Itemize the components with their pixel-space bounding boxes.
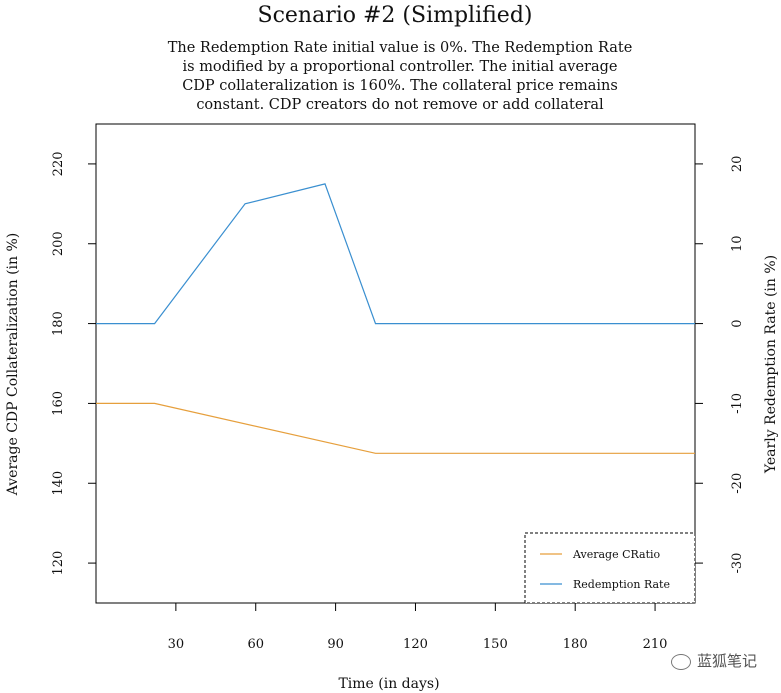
y-right-tick-label: -30 xyxy=(730,553,745,574)
watermark: 蓝狐笔记 xyxy=(670,650,757,671)
y-right-tick-label: -20 xyxy=(730,473,745,494)
x-tick-label: 210 xyxy=(643,637,668,652)
y-left-tick-label: 180 xyxy=(51,311,66,336)
y-left-tick-label: 120 xyxy=(51,551,66,576)
y-left-tick-label: 220 xyxy=(51,152,66,177)
chart-subtitle-line: The Redemption Rate initial value is 0%.… xyxy=(168,40,633,56)
chart-subtitle-line: CDP collateralization is 160%. The colla… xyxy=(182,78,618,94)
x-axis-label: Time (in days) xyxy=(338,676,439,692)
y-right-axis-label: Yearly Redemption Rate (in %) xyxy=(763,255,779,474)
x-tick-label: 150 xyxy=(483,637,508,652)
y-left-tick-label: 160 xyxy=(51,391,66,416)
series-line-redemption-rate xyxy=(96,183,695,325)
y-left-tick-label: 140 xyxy=(51,471,66,496)
y-left-tick-label: 200 xyxy=(51,231,66,256)
y-right-tick-label: 20 xyxy=(730,156,745,173)
watermark-text: 蓝狐笔记 xyxy=(696,652,757,670)
legend-box xyxy=(524,532,696,604)
chart-subtitle-line: is modified by a proportional controller… xyxy=(183,59,618,75)
plot-frame xyxy=(95,123,696,604)
x-tick-label: 30 xyxy=(168,637,185,652)
x-tick-label: 120 xyxy=(403,637,428,652)
wechat-icon xyxy=(670,653,691,670)
y-right-tick-label: 10 xyxy=(730,235,745,252)
x-tick-label: 60 xyxy=(247,637,264,652)
x-tick-label: 90 xyxy=(327,637,344,652)
y-right-tick-label: -10 xyxy=(730,393,745,414)
chart-subtitle-line: constant. CDP creators do not remove or … xyxy=(196,97,604,113)
y-left-axis-label: Average CDP Collateralization (in %) xyxy=(5,233,21,497)
series-line-average-cratio xyxy=(96,402,695,454)
chart-title: Scenario #2 (Simplified) xyxy=(258,3,533,28)
y-right-tick-label: 0 xyxy=(730,319,745,327)
legend-label: Redemption Rate xyxy=(573,578,670,591)
legend-label: Average CRatio xyxy=(572,548,661,561)
x-tick-label: 180 xyxy=(563,637,588,652)
